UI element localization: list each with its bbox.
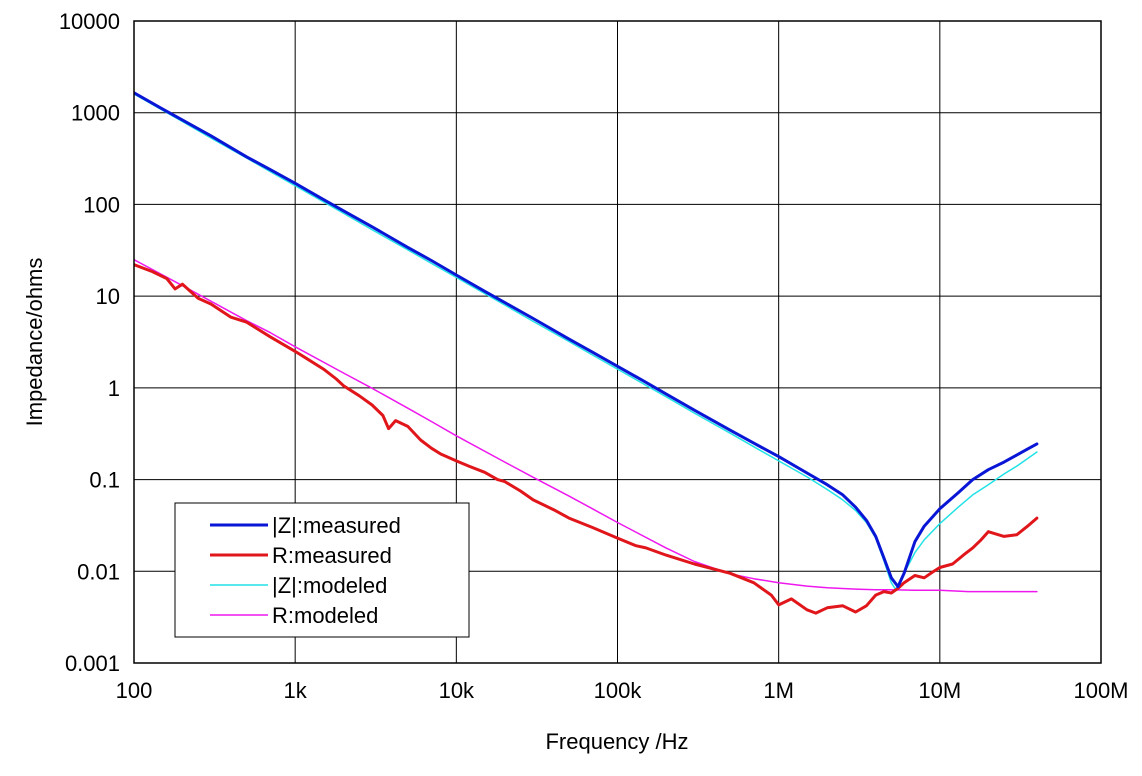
y-tick-label: 10 [96,284,120,309]
series-line-2 [134,93,1038,590]
y-tick-label: 1000 [71,101,120,126]
legend: |Z|:measured R:measured |Z|:modeled R:model… [174,502,470,638]
legend-label: R:measured [272,543,392,568]
y-axis-title: Impedance/ohms [22,258,47,427]
legend-label: |Z|:modeled [272,573,387,598]
plot-frame [133,20,1102,664]
series-line-0 [134,91,1039,589]
y-tick-label: 10000 [59,9,120,34]
x-tick-label: 1M [763,678,794,703]
y-tick-labels: 0.001 0.01 0.1 1 10 100 1000 10000 [59,9,120,676]
x-tick-label: 100k [594,678,643,703]
y-tick-label: 0.01 [77,559,120,584]
x-tick-label: 100M [1073,678,1128,703]
y-tick-label: 0.1 [89,468,120,493]
x-tick-label: 10k [439,678,475,703]
series-line-1 [134,263,1039,615]
x-axis-title: Frequency /Hz [545,729,688,754]
x-tick-label: 1k [284,678,308,703]
x-tick-labels: 100 1k 10k 100k 1M 10M 100M [116,678,1129,703]
y-tick-label: 0.001 [65,651,120,676]
y-tick-label: 100 [83,192,120,217]
legend-label: |Z|:measured [272,513,401,538]
series-line-3 [134,258,1038,593]
y-tick-label: 1 [108,376,120,401]
x-tick-label: 100 [116,678,153,703]
legend-label: R:modeled [272,603,378,628]
x-tick-label: 10M [918,678,961,703]
series-layer [134,91,1039,615]
